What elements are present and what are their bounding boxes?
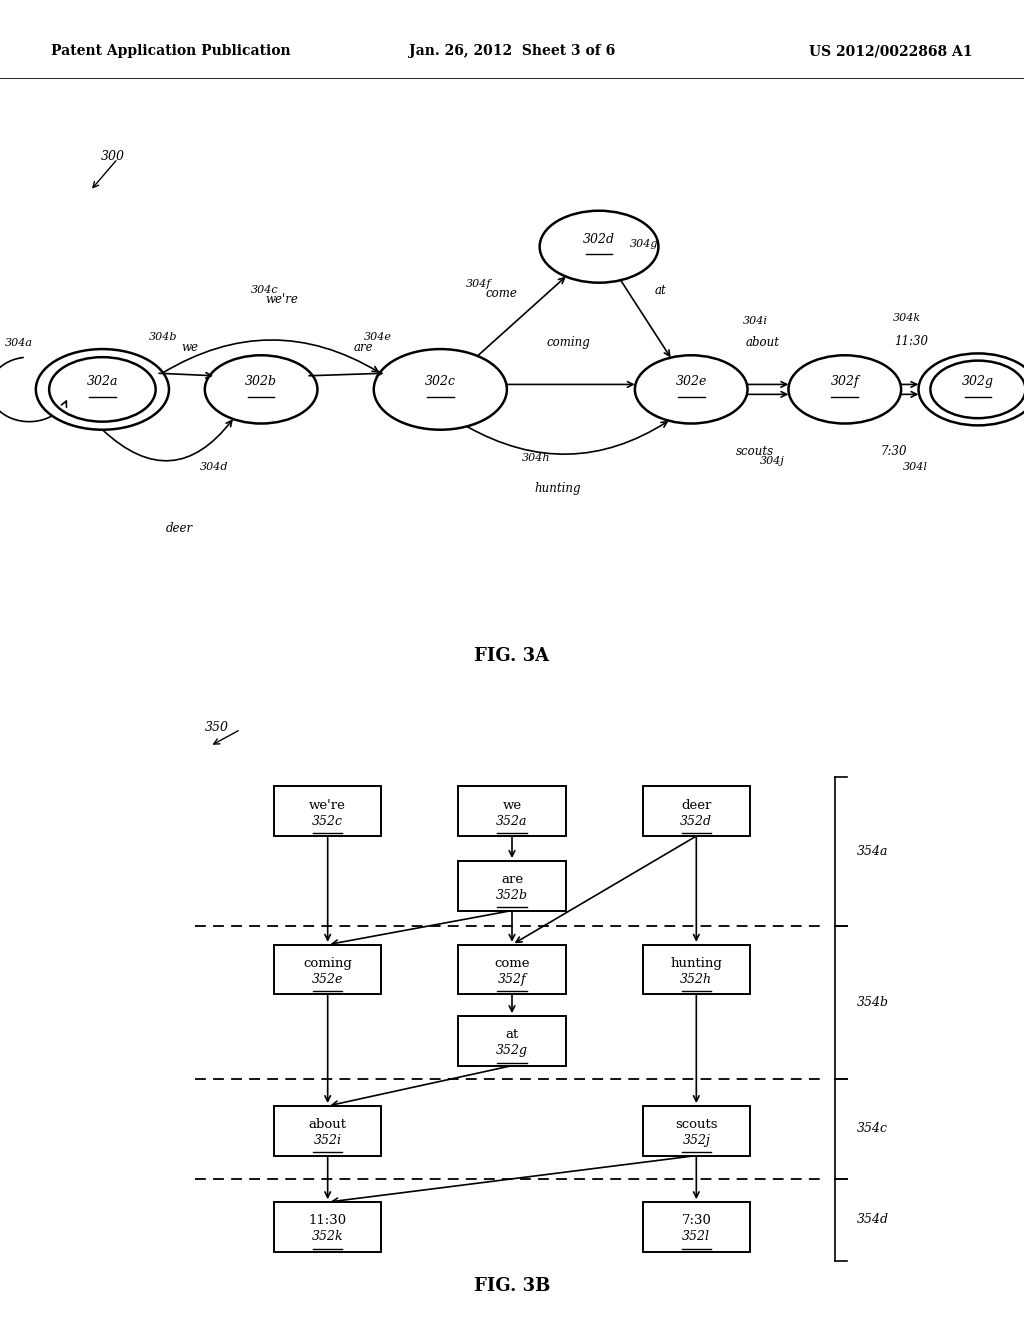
Text: 304l: 304l <box>903 462 928 473</box>
Text: 352e: 352e <box>312 973 343 986</box>
Text: 352d: 352d <box>680 814 713 828</box>
Text: about: about <box>308 1118 347 1131</box>
Text: at: at <box>654 284 667 297</box>
Text: 354d: 354d <box>857 1213 889 1226</box>
Text: 352b: 352b <box>496 890 528 902</box>
Text: deer: deer <box>681 799 712 812</box>
FancyBboxPatch shape <box>643 787 750 836</box>
FancyBboxPatch shape <box>459 1016 565 1065</box>
Text: 302d: 302d <box>583 232 615 246</box>
Circle shape <box>540 211 658 282</box>
Text: FIG. 3A: FIG. 3A <box>474 647 550 665</box>
Circle shape <box>374 348 507 430</box>
Text: hunting: hunting <box>535 482 582 495</box>
Text: 352a: 352a <box>497 814 527 828</box>
Text: 304h: 304h <box>522 453 551 462</box>
Circle shape <box>36 348 169 430</box>
Text: 352k: 352k <box>312 1230 343 1243</box>
Text: 304i: 304i <box>742 317 767 326</box>
Text: Patent Application Publication: Patent Application Publication <box>51 45 291 58</box>
Text: we: we <box>181 341 198 354</box>
Text: US 2012/0022868 A1: US 2012/0022868 A1 <box>809 45 973 58</box>
Text: 302f: 302f <box>830 375 859 388</box>
Text: 7:30: 7:30 <box>681 1214 712 1228</box>
Text: 352g: 352g <box>496 1044 528 1057</box>
Text: deer: deer <box>166 523 193 536</box>
Text: 302b: 302b <box>245 375 278 388</box>
Text: 11:30: 11:30 <box>308 1214 347 1228</box>
Text: FIG. 3B: FIG. 3B <box>474 1276 550 1295</box>
Text: 304k: 304k <box>893 313 921 323</box>
Text: we're: we're <box>265 293 298 306</box>
Text: Jan. 26, 2012  Sheet 3 of 6: Jan. 26, 2012 Sheet 3 of 6 <box>409 45 615 58</box>
Circle shape <box>635 355 748 424</box>
Text: 352h: 352h <box>680 973 713 986</box>
FancyBboxPatch shape <box>459 787 565 836</box>
FancyBboxPatch shape <box>274 1203 381 1251</box>
Text: 304a: 304a <box>5 338 33 348</box>
Text: 304g: 304g <box>630 239 658 248</box>
Text: 302a: 302a <box>87 375 118 388</box>
Text: 354c: 354c <box>857 1122 888 1135</box>
Text: 7:30: 7:30 <box>881 445 907 458</box>
Text: at: at <box>506 1028 518 1041</box>
Text: hunting: hunting <box>671 957 722 970</box>
Text: scouts: scouts <box>735 445 774 458</box>
FancyBboxPatch shape <box>274 945 381 994</box>
Text: 304j: 304j <box>760 455 784 466</box>
Text: 304f: 304f <box>466 279 492 289</box>
Text: about: about <box>745 337 780 350</box>
Text: 304d: 304d <box>200 462 228 473</box>
Text: 352l: 352l <box>682 1230 711 1243</box>
Text: 354a: 354a <box>857 845 889 858</box>
Text: come: come <box>495 957 529 970</box>
FancyBboxPatch shape <box>643 1203 750 1251</box>
Text: 304b: 304b <box>148 331 177 342</box>
Text: 352c: 352c <box>312 814 343 828</box>
Text: 300: 300 <box>100 150 124 164</box>
Text: are: are <box>501 874 523 886</box>
Text: 304c: 304c <box>251 285 279 296</box>
Text: coming: coming <box>303 957 352 970</box>
Circle shape <box>788 355 901 424</box>
Text: 302g: 302g <box>962 375 994 388</box>
FancyBboxPatch shape <box>459 861 565 911</box>
Text: 304e: 304e <box>364 331 391 342</box>
Text: 352j: 352j <box>682 1134 711 1147</box>
Text: we're: we're <box>309 799 346 812</box>
Text: 302e: 302e <box>676 375 707 388</box>
Text: 350: 350 <box>205 721 228 734</box>
Text: we: we <box>503 799 521 812</box>
FancyBboxPatch shape <box>643 945 750 994</box>
Text: 11:30: 11:30 <box>894 334 929 347</box>
Text: are: are <box>353 341 374 354</box>
Text: 354b: 354b <box>857 997 889 1010</box>
Circle shape <box>205 355 317 424</box>
FancyBboxPatch shape <box>274 787 381 836</box>
FancyBboxPatch shape <box>274 1106 381 1155</box>
Text: 352f: 352f <box>498 973 526 986</box>
Text: coming: coming <box>547 337 590 350</box>
Text: scouts: scouts <box>675 1118 718 1131</box>
Text: 352i: 352i <box>313 1134 342 1147</box>
FancyBboxPatch shape <box>643 1106 750 1155</box>
Text: 302c: 302c <box>425 375 456 388</box>
Text: come: come <box>485 286 518 300</box>
Circle shape <box>919 354 1024 425</box>
FancyBboxPatch shape <box>459 945 565 994</box>
